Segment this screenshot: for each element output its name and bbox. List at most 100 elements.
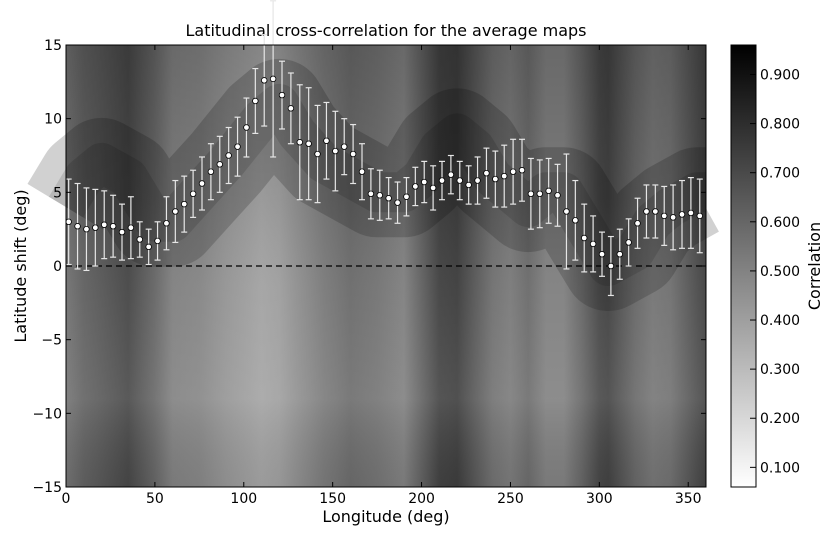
colorbar: 0.100 0.200 0.300 0.400 0.500 0.600 0.700 0.800… <box>730 44 824 488</box>
data-point <box>261 77 268 84</box>
colorbar-tick-label: 0.200 <box>760 411 800 427</box>
data-point <box>572 217 579 224</box>
colorbar-tick-label: 0.900 <box>760 67 800 83</box>
data-point <box>234 143 241 150</box>
data-point <box>447 171 455 178</box>
data-point <box>314 150 321 158</box>
data-point <box>189 190 197 198</box>
data-point <box>101 221 108 228</box>
data-point <box>669 214 677 221</box>
colorbar-scale <box>730 44 757 488</box>
data-point <box>305 140 312 147</box>
y-tick-label: 10 <box>44 112 62 128</box>
x-tick-label: 250 <box>497 491 524 507</box>
colorbar-ticks: 0.100 0.200 0.300 0.400 0.500 0.600 0.700 0.800… <box>750 67 800 476</box>
data-point <box>225 152 232 159</box>
x-axis: 0 50 100 150 200 250 300 350 <box>62 45 702 507</box>
data-point <box>678 211 686 218</box>
data-point <box>65 218 72 225</box>
data-point <box>287 105 295 112</box>
data-point <box>501 172 508 180</box>
data-point <box>216 161 223 168</box>
data-point <box>394 199 401 206</box>
x-tick-label: 300 <box>586 491 613 507</box>
data-point <box>474 177 481 184</box>
data-point <box>367 190 375 198</box>
error-bar-series <box>65 0 703 297</box>
data-point <box>296 139 303 146</box>
x-axis-label: Longitude (deg) <box>322 507 449 526</box>
data-point <box>625 239 632 246</box>
x-tick-label: 0 <box>62 491 71 507</box>
data-point <box>163 220 170 227</box>
colorbar-tick-label: 0.100 <box>760 460 800 476</box>
data-point <box>465 181 472 189</box>
data-point <box>687 209 695 217</box>
data-point <box>172 208 179 215</box>
data-point <box>696 212 703 220</box>
y-tick-label: 0 <box>53 259 62 275</box>
y-axis: −15 −10 −5 0 5 10 15 <box>32 38 706 496</box>
data-point <box>483 169 490 177</box>
data-point <box>252 97 259 105</box>
data-point <box>456 177 463 184</box>
data-point <box>349 150 357 158</box>
data-point <box>563 208 570 215</box>
y-tick-label: −10 <box>32 406 62 422</box>
colorbar-tick-label: 0.800 <box>760 117 800 133</box>
y-tick-label: −15 <box>32 480 62 496</box>
data-point <box>527 190 535 198</box>
data-point <box>145 243 152 251</box>
data-point <box>652 208 659 215</box>
data-point <box>243 124 250 131</box>
data-point <box>332 147 339 155</box>
data-point <box>429 184 437 192</box>
y-tick-label: −5 <box>41 333 62 349</box>
y-tick-label: 5 <box>53 185 62 201</box>
data-point <box>109 223 117 230</box>
data-point <box>509 168 517 175</box>
data-point <box>643 208 650 215</box>
colorbar-label: Correlation <box>805 222 824 310</box>
x-tick-label: 150 <box>319 491 346 507</box>
colorbar-tick-label: 0.700 <box>760 166 800 182</box>
colorbar-tick-label: 0.600 <box>760 215 800 231</box>
data-point <box>412 183 419 190</box>
data-point <box>589 240 597 248</box>
data-point <box>403 193 410 200</box>
y-axis-label: Latitude shift (deg) <box>11 189 30 342</box>
colorbar-tick-label: 0.300 <box>760 362 800 378</box>
data-point <box>118 228 126 236</box>
data-point <box>341 143 348 150</box>
x-tick-label: 200 <box>408 491 435 507</box>
data-point <box>92 224 99 231</box>
colorbar-tick-label: 0.500 <box>760 264 800 280</box>
data-point <box>198 180 206 187</box>
data-point <box>154 237 161 245</box>
x-tick-label: 50 <box>146 491 164 507</box>
data-point <box>554 192 561 199</box>
data-point <box>492 175 499 183</box>
data-point <box>278 91 286 99</box>
y-tick-label: 15 <box>44 38 62 54</box>
data-point <box>136 236 143 243</box>
data-point <box>545 187 552 195</box>
x-tick-label: 350 <box>675 491 702 507</box>
chart-title: Latitudinal cross-correlation for the av… <box>185 21 586 40</box>
data-point <box>616 251 623 258</box>
data-point <box>83 225 90 233</box>
data-point <box>536 190 543 198</box>
data-point <box>607 262 615 270</box>
data-point <box>661 212 668 220</box>
x-tick-label: 100 <box>230 491 257 507</box>
data-point <box>127 224 135 231</box>
data-point <box>323 137 330 144</box>
data-point <box>74 223 81 230</box>
data-point <box>269 75 277 83</box>
data-point <box>376 192 383 199</box>
data-point <box>358 168 366 175</box>
data-point <box>207 168 215 175</box>
data-point <box>438 177 446 184</box>
colorbar-tick-label: 0.400 <box>760 313 800 329</box>
